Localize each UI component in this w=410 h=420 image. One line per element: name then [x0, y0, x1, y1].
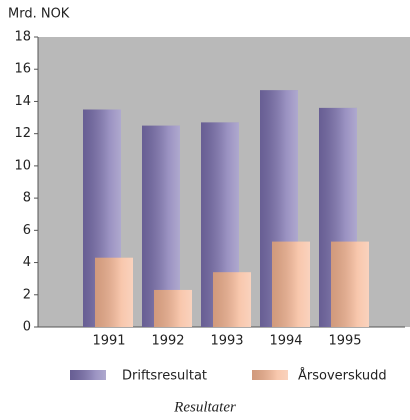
bar-sheen [331, 241, 369, 327]
bar-sheen [272, 241, 310, 327]
x-tick-label: 1995 [328, 334, 361, 349]
bar-sheen [154, 289, 192, 327]
y-tick-label: 6 [23, 223, 31, 238]
y-tick-label: 14 [14, 94, 31, 109]
legend-label: Årsoverskudd [298, 368, 387, 384]
y-tick-label: 8 [23, 191, 31, 206]
x-tick-label: 1994 [269, 334, 302, 349]
y-tick-label: 4 [23, 255, 31, 270]
legend-label: Driftsresultat [122, 369, 207, 384]
x-tick-label: 1991 [92, 334, 125, 349]
legend-swatch-sheen [70, 370, 106, 380]
caption: Resultater [173, 399, 236, 415]
y-tick-label: 12 [14, 126, 31, 141]
legend-swatch-sheen [252, 370, 288, 380]
y-tick-label: 2 [23, 287, 31, 302]
x-tick-label: 1993 [210, 334, 243, 349]
y-tick-label: 18 [14, 30, 31, 45]
y-tick-label: 0 [23, 320, 31, 335]
y-axis-label: Mrd. NOK [8, 7, 70, 22]
y-tick-label: 10 [14, 158, 31, 173]
y-tick-label: 16 [14, 62, 31, 77]
bar-sheen [95, 257, 133, 327]
x-tick-label: 1992 [151, 334, 184, 349]
bar-sheen [213, 272, 251, 327]
